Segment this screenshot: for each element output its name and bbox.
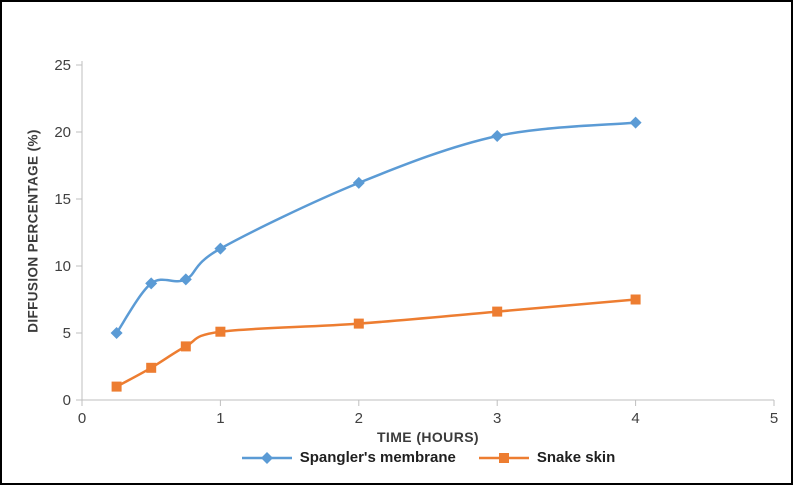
series-line-0 <box>115 121 637 335</box>
chart-legend: Spangler's membrane Snake skin <box>82 449 774 466</box>
data-point-square <box>111 381 122 392</box>
data-point-diamond <box>179 273 192 286</box>
legend-square-line-icon <box>478 452 529 463</box>
x-tick-label: 1 <box>216 410 224 427</box>
y-tick-label: 25 <box>54 57 71 74</box>
data-point-square <box>215 326 226 337</box>
legend-item-spanglers-membrane: Spangler's membrane <box>241 449 456 466</box>
data-point-square <box>492 306 503 317</box>
y-tick-label: 5 <box>63 325 71 342</box>
x-tick-label: 0 <box>78 410 86 427</box>
legend-item-snake-skin: Snake skin <box>478 449 615 466</box>
y-tick-label: 0 <box>63 392 71 409</box>
data-point-diamond <box>491 130 504 142</box>
data-point-diamond <box>214 242 227 255</box>
data-point-square <box>630 294 641 305</box>
legend-label-spanglers-membrane: Spangler's membrane <box>299 449 456 466</box>
data-point-diamond <box>629 116 642 129</box>
x-tick-label: 5 <box>770 410 778 427</box>
data-point-diamond <box>110 327 123 339</box>
y-axis-label: DIFFUSION PERCENTAGE (%) <box>25 129 41 333</box>
legend-diamond-line-icon <box>241 451 292 464</box>
x-tick-label: 2 <box>355 410 363 427</box>
data-point-square <box>146 362 157 373</box>
x-tick-label: 4 <box>631 410 639 427</box>
y-tick-label: 15 <box>54 191 71 208</box>
x-axis-label: TIME (HOURS) <box>376 429 479 445</box>
series-line-1 <box>115 298 637 388</box>
data-point-square <box>180 341 191 352</box>
x-tick-label: 3 <box>493 410 501 427</box>
y-tick-label: 20 <box>54 124 71 141</box>
data-point-square <box>353 318 364 329</box>
y-tick-label: 10 <box>54 258 71 275</box>
data-point-diamond <box>352 176 365 189</box>
data-point-diamond <box>145 277 158 290</box>
legend-label-snake-skin: Snake skin <box>536 449 616 466</box>
